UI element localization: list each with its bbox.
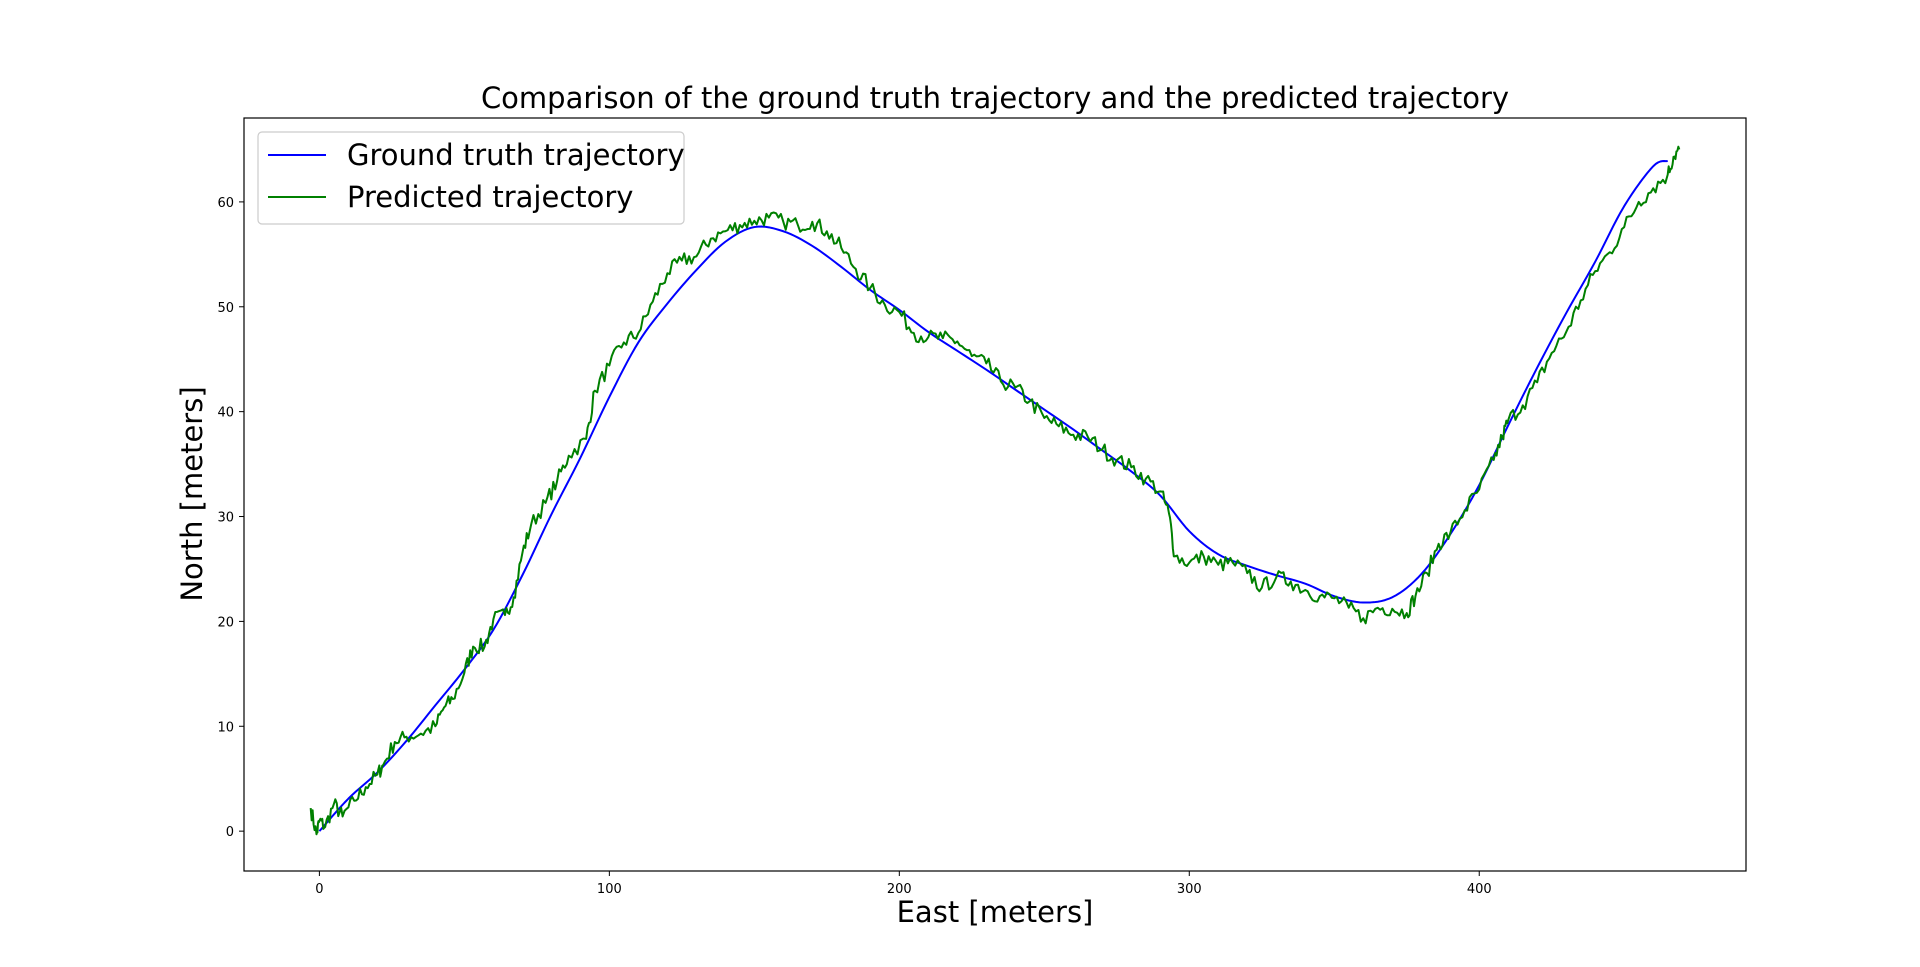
series-line-predicted xyxy=(309,145,1681,836)
y-tick-label: 40 xyxy=(217,406,234,421)
x-tick-label: 0 xyxy=(315,882,323,897)
x-tick-label: 300 xyxy=(1177,882,1202,897)
x-tick-label: 100 xyxy=(597,882,622,897)
legend-frame xyxy=(257,131,685,225)
y-tick-label: 10 xyxy=(217,720,234,735)
x-tick-label: 400 xyxy=(1467,882,1492,897)
legend-label-predicted: Predicted trajectory xyxy=(347,180,633,214)
y-tick-label: 20 xyxy=(217,615,234,630)
y-tick-label: 0 xyxy=(226,825,234,840)
plot-frame xyxy=(243,117,1747,872)
y-axis-ticks: 0 10 20 30 40 50 60 xyxy=(217,196,244,840)
y-axis-label: North [meters] xyxy=(175,386,209,601)
x-axis-ticks: 0 100 200 300 400 xyxy=(315,871,1492,897)
plot-area xyxy=(243,117,1747,872)
x-axis-label: East [meters] xyxy=(897,895,1094,929)
legend-label-ground-truth: Ground truth trajectory xyxy=(347,138,685,172)
y-tick-label: 30 xyxy=(217,511,234,526)
x-tick-label: 200 xyxy=(887,882,912,897)
y-tick-label: 60 xyxy=(217,196,234,211)
y-tick-label: 50 xyxy=(217,301,234,316)
series-layer xyxy=(309,145,1681,836)
chart-title: Comparison of the ground truth trajector… xyxy=(481,81,1509,115)
legend: Ground truth trajectory Predicted trajec… xyxy=(257,131,685,225)
